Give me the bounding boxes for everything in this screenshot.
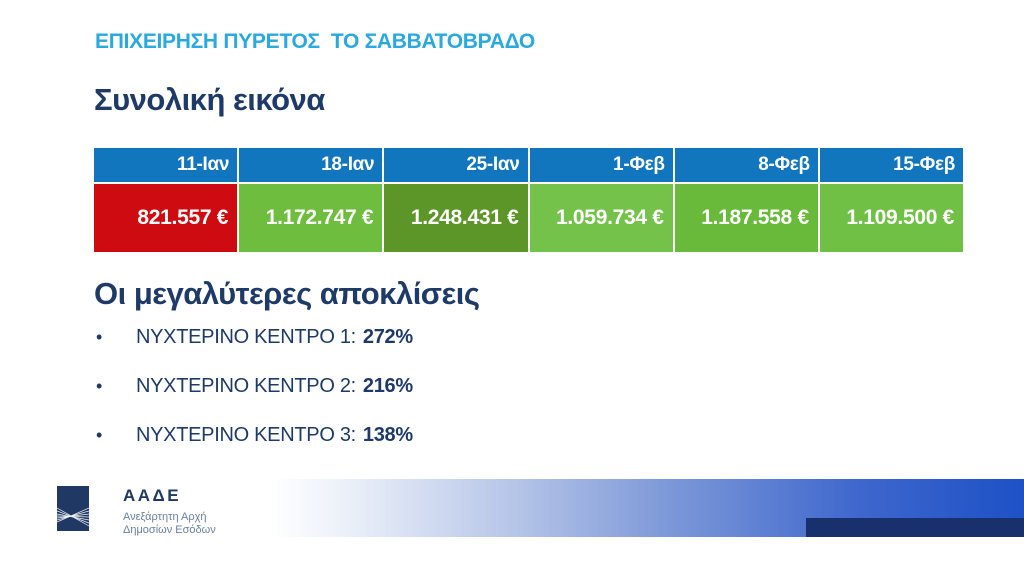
table-header-cell: 18-Ιαν xyxy=(239,148,383,182)
deviation-label: ΝΥΧΤΕΡΙΝΟ ΚΕΝΤΡΟ 2: xyxy=(136,375,356,397)
list-item: • ΝΥΧΤΕΡΙΝΟ ΚΕΝΤΡΟ 1: 272% xyxy=(96,326,696,349)
aade-tagline: Ανεξάρτητη Αρχή Δημοσίων Εσόδων xyxy=(123,511,216,537)
aade-logo: ΑΑΔΕ Ανεξάρτητη Αρχή Δημοσίων Εσόδων xyxy=(57,486,216,537)
table-value-cell: 1.248.431 € xyxy=(384,184,528,252)
table-header-cell: 8-Φεβ xyxy=(674,148,818,182)
table-header-cell: 11-Ιαν xyxy=(94,148,238,182)
aade-logo-icon xyxy=(57,486,89,531)
aade-logo-text: ΑΑΔΕ Ανεξάρτητη Αρχή Δημοσίων Εσόδων xyxy=(123,486,216,537)
deviations-list: • ΝΥΧΤΕΡΙΝΟ ΚΕΝΤΡΟ 1: 272% • ΝΥΧΤΕΡΙΝΟ Κ… xyxy=(96,326,696,473)
table-header-cell: 1-Φεβ xyxy=(529,148,673,182)
list-item: • ΝΥΧΤΕΡΙΝΟ ΚΕΝΤΡΟ 3: 138% xyxy=(96,424,696,447)
deviations-heading: Οι μεγαλύτερες αποκλίσεις xyxy=(94,276,480,311)
deviation-value: 216% xyxy=(362,375,413,397)
aade-acronym: ΑΑΔΕ xyxy=(123,486,182,505)
table-header-cell: 15-Φεβ xyxy=(819,148,963,182)
table-value-cell: 1.187.558 € xyxy=(674,184,818,252)
bullet-icon: • xyxy=(96,327,103,347)
totals-table: 11-Ιαν 18-Ιαν 25-Ιαν 1-Φεβ 8-Φεβ 15-Φεβ … xyxy=(94,148,963,252)
bullet-icon: • xyxy=(96,425,103,445)
deviation-label: ΝΥΧΤΕΡΙΝΟ ΚΕΝΤΡΟ 3: xyxy=(136,424,356,446)
deviation-value: 138% xyxy=(362,424,413,446)
table-value-cell: 821.557 € xyxy=(94,184,238,252)
deviation-value: 272% xyxy=(362,326,413,348)
table-header-cell: 25-Ιαν xyxy=(384,148,528,182)
deviation-label: ΝΥΧΤΕΡΙΝΟ ΚΕΝΤΡΟ 1: xyxy=(136,326,356,348)
aade-tagline-line2: Δημοσίων Εσόδων xyxy=(123,524,216,536)
aade-tagline-line1: Ανεξάρτητη Αρχή xyxy=(123,511,207,523)
list-item: • ΝΥΧΤΕΡΙΝΟ ΚΕΝΤΡΟ 2: 216% xyxy=(96,375,696,398)
bottom-navy-bar xyxy=(806,518,1024,537)
table-value-cell: 1.109.500 € xyxy=(819,184,963,252)
slide-title: ΕΠΙΧΕΙΡΗΣΗ ΠΥΡΕΤΟΣ ΤΟ ΣΑΒΒΑΤΟΒΡΑΔΟ xyxy=(95,30,535,53)
overview-heading: Συνολική εικόνα xyxy=(94,82,325,117)
bullet-icon: • xyxy=(96,376,103,396)
table-value-cell: 1.059.734 € xyxy=(529,184,673,252)
table-value-cell: 1.172.747 € xyxy=(239,184,383,252)
